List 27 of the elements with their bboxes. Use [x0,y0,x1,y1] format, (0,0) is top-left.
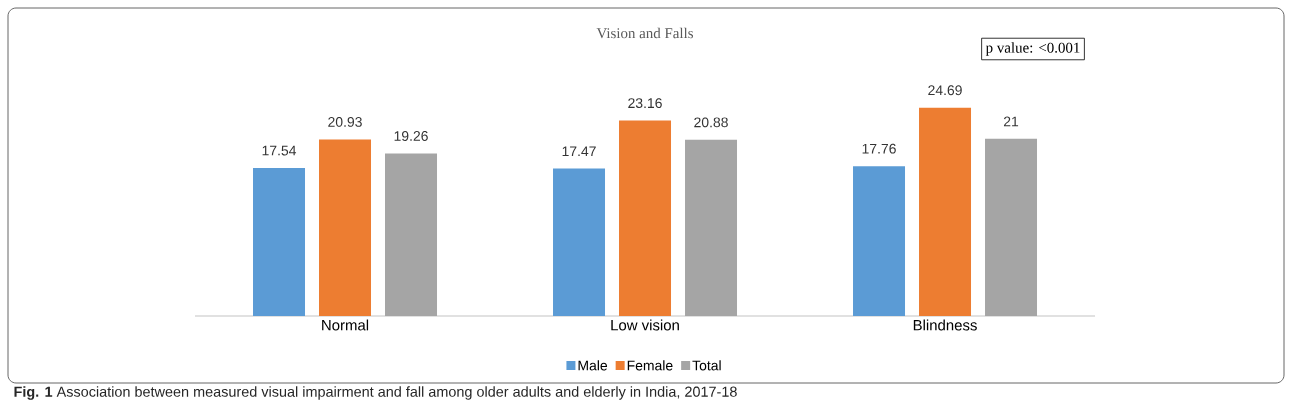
bar [985,138,1038,316]
data-label: 17.47 [562,146,596,157]
bar [385,153,438,316]
bar [619,120,672,316]
data-label: 20.93 [328,116,362,127]
data-label: 23.16 [628,98,662,109]
legend-label: Total [692,360,721,371]
bar [853,166,906,316]
text: p value: <0.001 [985,42,1080,56]
chart-title: Vision and Falls [596,27,693,39]
data-label: 17.54 [262,145,297,156]
bar [553,168,606,316]
x-tick-label: Normal [322,319,369,331]
data-label: 20.88 [694,117,728,128]
legend-label: Female [627,360,673,371]
bar [919,107,972,316]
legend-label: Male [578,360,608,371]
data-label: 19.26 [394,131,428,141]
x-tick-label: Blindness [913,319,977,331]
data-label: 24.69 [928,85,962,96]
bar [685,139,738,316]
data-label: 17.76 [862,143,896,154]
data-label: 21 [1003,116,1019,127]
bar [253,168,306,316]
x-tick-label: Low vision [611,319,679,331]
text: Fig. 1 Association between measured visual impairment and fall among older adults and elderly in India, 2017-18 [14,386,737,400]
bar [319,139,372,316]
